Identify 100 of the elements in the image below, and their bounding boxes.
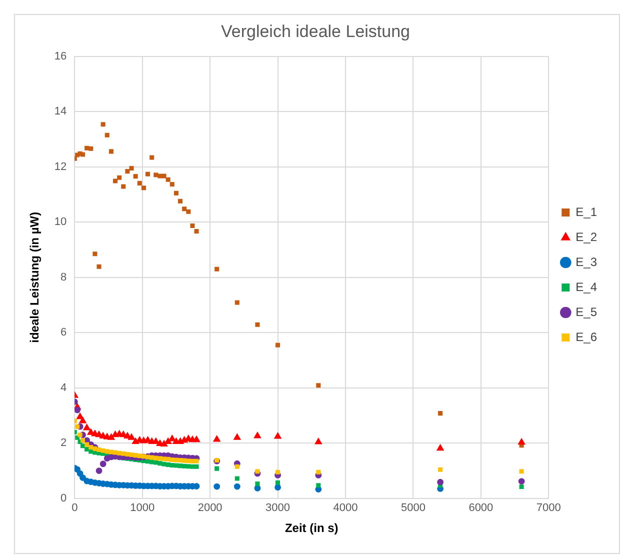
legend-label: E_2 xyxy=(576,230,598,244)
point xyxy=(519,469,524,474)
y-tick-label: 6 xyxy=(60,326,67,339)
point xyxy=(100,460,106,468)
chart-title: Vergleich ideale Leistung xyxy=(220,22,410,41)
y-tick-label: 2 xyxy=(60,437,67,450)
point xyxy=(108,149,114,154)
point xyxy=(78,416,87,424)
point xyxy=(255,469,260,474)
y-tick-label: 8 xyxy=(60,271,67,284)
x-tick-label: 4000 xyxy=(333,502,358,514)
x-tick-label: 2000 xyxy=(198,502,222,514)
point xyxy=(178,198,183,204)
point xyxy=(190,223,195,228)
point xyxy=(84,442,90,447)
point xyxy=(107,433,116,440)
x-tick-label: 1000 xyxy=(130,502,155,514)
point xyxy=(194,464,199,469)
point xyxy=(150,155,154,160)
point xyxy=(255,481,260,486)
point xyxy=(80,438,86,443)
point xyxy=(154,172,158,178)
point xyxy=(234,483,240,490)
legend-label: E_1 xyxy=(576,204,598,219)
point xyxy=(194,229,199,234)
y-tick-label: 16 xyxy=(54,50,67,62)
x-tick-label: 6000 xyxy=(468,502,494,514)
point xyxy=(125,452,130,456)
point xyxy=(96,448,102,452)
point xyxy=(121,184,126,189)
y-tick-label: 12 xyxy=(54,160,67,173)
x-tick-label: 0 xyxy=(72,502,78,514)
point xyxy=(234,300,240,305)
point xyxy=(117,175,122,180)
point xyxy=(170,182,174,187)
point xyxy=(274,484,281,491)
point xyxy=(519,484,524,490)
point xyxy=(100,122,106,127)
point xyxy=(438,411,443,416)
point xyxy=(125,169,130,174)
y-tick-label: 14 xyxy=(54,106,67,118)
point xyxy=(74,406,81,414)
point xyxy=(129,166,134,171)
legend-label: E_3 xyxy=(576,254,598,269)
point xyxy=(82,423,91,430)
point xyxy=(141,186,146,190)
point xyxy=(108,450,114,454)
point xyxy=(274,432,282,439)
point xyxy=(128,433,136,440)
point xyxy=(233,433,242,440)
point xyxy=(314,438,322,444)
x-axis-title: Zeit (in s) xyxy=(284,521,338,536)
point xyxy=(158,461,162,466)
legend-label: E_4 xyxy=(576,280,598,294)
point xyxy=(437,478,444,486)
point xyxy=(254,431,262,438)
x-tick-label: 7000 xyxy=(536,502,561,514)
point xyxy=(194,458,199,464)
point xyxy=(75,424,80,429)
point xyxy=(166,177,170,182)
point xyxy=(78,432,82,438)
point xyxy=(214,266,220,272)
point xyxy=(80,152,86,157)
point xyxy=(276,470,280,474)
point xyxy=(212,435,221,442)
y-axis-title: ideale Leistung (in µW) xyxy=(28,212,42,343)
legend-label: E_5 xyxy=(576,304,598,319)
point xyxy=(113,178,118,184)
point xyxy=(193,483,200,490)
point xyxy=(316,470,321,474)
point xyxy=(158,456,162,461)
point xyxy=(186,209,191,214)
point xyxy=(88,146,94,151)
point xyxy=(182,206,187,212)
point xyxy=(137,180,142,186)
point xyxy=(146,172,150,176)
point xyxy=(158,174,162,178)
point xyxy=(174,458,178,462)
point xyxy=(234,464,240,469)
point xyxy=(174,190,178,196)
point xyxy=(190,458,195,464)
point xyxy=(190,464,195,469)
point xyxy=(255,322,260,327)
point xyxy=(518,478,525,484)
point xyxy=(214,483,220,490)
point xyxy=(316,383,321,388)
point xyxy=(316,483,321,488)
y-tick-label: 10 xyxy=(54,216,67,228)
x-tick-label: 5000 xyxy=(400,502,426,514)
x-tick-label: 3000 xyxy=(266,502,290,514)
point xyxy=(80,474,86,481)
point xyxy=(160,440,168,447)
point xyxy=(162,174,166,178)
point xyxy=(234,476,240,481)
point xyxy=(214,466,220,471)
point xyxy=(438,467,443,472)
point xyxy=(96,468,102,474)
point xyxy=(104,132,110,138)
y-tick-label: 0 xyxy=(60,492,67,504)
point xyxy=(436,444,444,451)
